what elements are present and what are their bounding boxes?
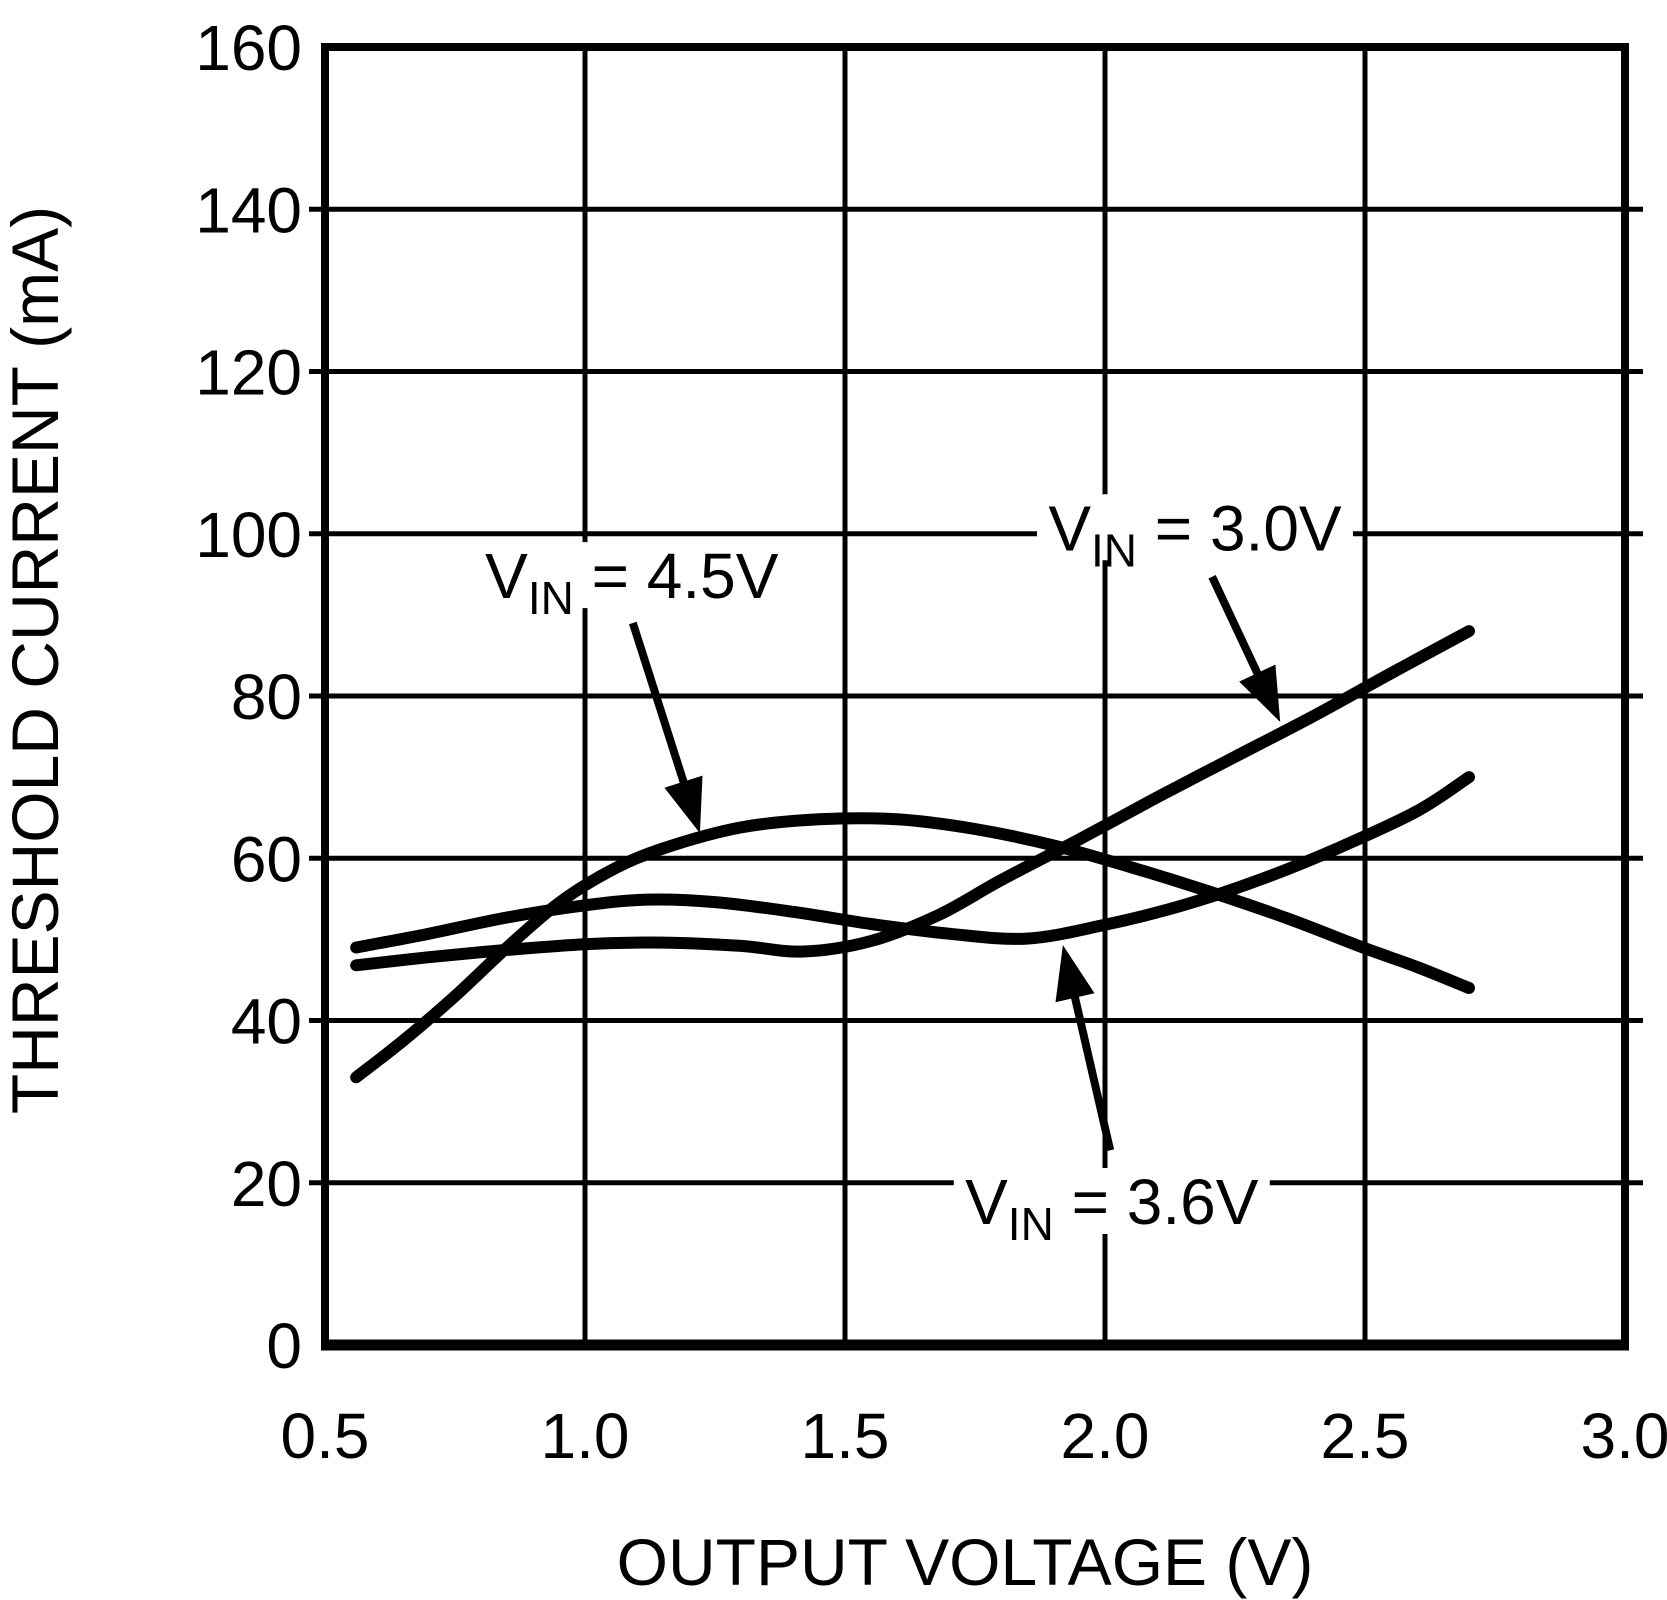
y-tick-label-40: 40: [231, 986, 302, 1058]
y-tick-label-80: 80: [231, 661, 302, 733]
x-tick-label-0.5: 0.5: [281, 1400, 370, 1472]
annotation-label-box-VIN = 3.6V: [953, 1168, 1270, 1235]
annotation-arrow-line-VIN = 4.5V: [629, 621, 692, 797]
x-axis-title: OUTPUT VOLTAGE (V): [617, 1525, 1314, 1599]
annotation-label-VIN = 3.0V: VIN = 3.0V: [1048, 492, 1342, 576]
annotation-label-VIN = 3.6V: VIN = 3.6V: [965, 1166, 1259, 1250]
y-tick-label-120: 120: [195, 337, 302, 409]
annotation-label-box-VIN = 3.0V: [1036, 494, 1353, 561]
y-tick-label-160: 160: [195, 12, 302, 84]
annotation-label-VIN = 4.5V: VIN = 4.5V: [485, 540, 779, 624]
y-tick-label-60: 60: [231, 823, 302, 895]
y-tick-label-100: 100: [195, 499, 302, 571]
x-tick-label-1.5: 1.5: [801, 1400, 890, 1472]
y-tick-label-20: 20: [231, 1148, 302, 1220]
annotation-arrowhead-VIN = 3.6V: [1055, 945, 1095, 1003]
curve-VIN=3.0V: [350, 625, 1475, 972]
y-tick-label-140: 140: [195, 174, 302, 246]
y-tick-label-0: 0: [266, 1310, 302, 1382]
x-tick-label-1.0: 1.0: [541, 1400, 630, 1472]
annotation-arrow-line-VIN = 3.0V: [1208, 575, 1267, 688]
annotation-arrow-line-VIN = 3.6V: [1067, 983, 1115, 1152]
x-tick-label-2.5: 2.5: [1321, 1400, 1410, 1472]
annotation-arrowhead-VIN = 3.0V: [1239, 664, 1281, 722]
x-tick-label-2.0: 2.0: [1061, 1400, 1150, 1472]
y-axis-title: THRESHOLD CURRENT (mA): [0, 206, 72, 1114]
curve-VIN=3.6V: [350, 771, 1475, 954]
annotation-label-box-VIN = 4.5V: [473, 542, 790, 609]
x-tick-label-3.0: 3.0: [1581, 1400, 1667, 1472]
annotation-arrowhead-VIN = 4.5V: [664, 775, 703, 834]
